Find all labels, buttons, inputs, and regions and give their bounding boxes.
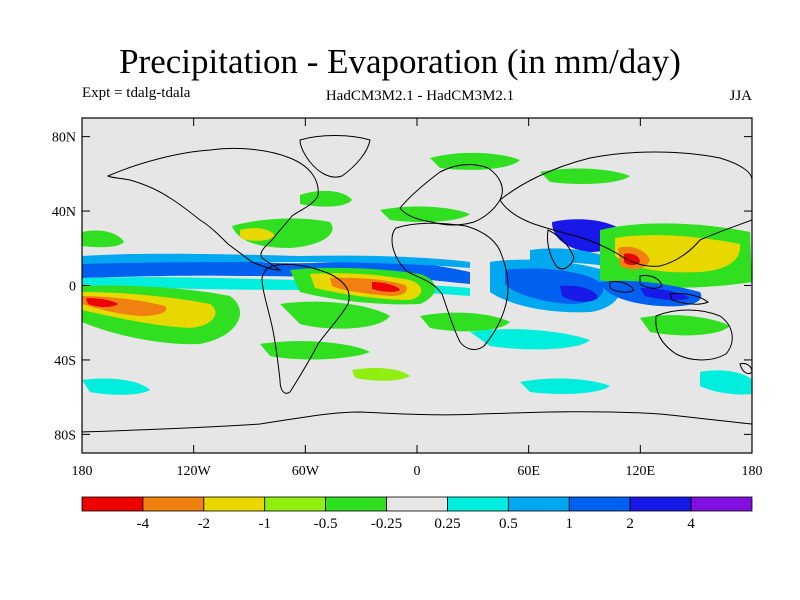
colorbar-swatch [203,496,266,512]
colorbar-label: -4 [137,516,150,532]
colorbar-swatch [81,496,144,512]
coast-india [547,229,575,270]
field-patch [430,152,520,170]
lon-tick-label: 120W [177,464,212,479]
colorbar-swatch [264,496,327,512]
field-patch [280,301,390,329]
colorbar-label: -1 [258,516,271,532]
field-patch [420,312,510,332]
model-label: HadCM3M2.1 - HadCM3M2.1 [325,88,515,104]
field-patch [352,368,410,381]
lon-tick-label: 180 [72,464,93,479]
colorbar-label: -0.25 [371,516,402,532]
field-patch [540,168,630,184]
lat-tick-label: 40S [54,354,76,369]
lat-tick-label: 80N [52,131,76,146]
field-patch [640,288,690,301]
field-patch [372,282,400,292]
colorbar-label: -2 [198,516,211,532]
field-patch [82,378,150,395]
field-patch [82,277,470,296]
field-patch [560,285,598,302]
colorbar-swatch [447,496,509,512]
colorbar-label: 1 [566,516,574,532]
field-patch [300,190,352,207]
coast-africa [391,222,509,350]
field-patch [700,370,752,395]
experiment-label: Expt = tdalg-tdala [82,85,191,101]
lat-axis: 80N 40N 0 40S 80S [52,131,752,443]
colorbar: -4 -2 -1 -0.5 -0.25 0.25 0.5 1 2 4 [81,496,753,532]
coast-island [669,293,709,305]
coast-asia [499,151,752,267]
coast-new-zealand [739,363,752,375]
field-patch [82,259,470,284]
coast-greenland [299,135,371,178]
season-label: JJA [729,88,752,104]
coast-island [609,281,635,293]
lon-axis: 180 120W 60W 0 60E 120E 180 [72,118,763,479]
lon-tick-label: 60E [517,464,540,479]
coastlines [82,135,752,433]
coast-south-america [261,263,350,394]
colorbar-label: 0.5 [499,516,518,532]
lon-tick-label: 120E [626,464,656,479]
colorbar-swatch [568,496,631,512]
lon-tick-label: 0 [414,464,421,479]
colorbar-swatch [629,496,692,512]
map-title: Precipitation - Evaporation (in mm/day) [119,42,681,81]
coast-island [639,275,663,289]
coast-australia [655,309,733,361]
colorbar-swatch [325,496,387,512]
field-patch [82,253,470,268]
field-patch [86,298,118,307]
lon-tick-label: 180 [742,464,763,479]
colorbar-label: 4 [687,516,695,532]
lat-tick-label: 40N [52,205,76,220]
field-patch [640,315,730,336]
colorbar-swatch [690,496,753,512]
colorbar-swatch [507,496,570,512]
coast-antarctica [82,411,752,433]
coast-north-america [106,147,319,271]
colorbar-swatch [386,496,448,512]
field-patch [240,228,275,241]
field-patch [470,329,590,350]
colorbar-label: 2 [626,516,634,532]
precip-field [82,152,752,395]
field-patch [520,378,610,394]
colorbar-label: -0.5 [314,516,338,532]
colorbar-swatch [142,496,205,512]
lon-tick-label: 60W [292,464,320,479]
field-patch [82,230,124,248]
colorbar-label: 0.25 [434,516,460,532]
field-patch [624,253,640,265]
lat-tick-label: 80S [54,428,76,443]
lat-tick-label: 0 [69,280,76,295]
